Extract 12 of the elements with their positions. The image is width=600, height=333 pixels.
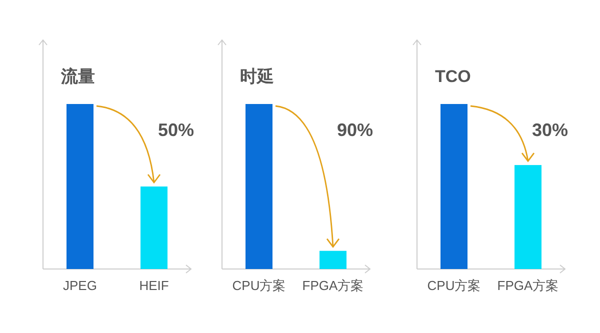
annotation: 30% [532,120,568,140]
x-tick-label: FPGA方案 [497,278,559,293]
x-tick-label: CPU方案 [232,278,286,293]
chart-title: 流量 [60,67,95,86]
x-tick-label: HEIF [139,278,169,293]
x-tick-label: FPGA方案 [302,278,364,293]
x-tick-label: JPEG [63,278,97,293]
chart-title: 时延 [240,67,274,86]
annotation: 90% [337,120,374,140]
annotation: 50% [158,120,194,140]
x-tick-label: CPU方案 [427,278,481,293]
chart-title: TCO [435,67,471,86]
